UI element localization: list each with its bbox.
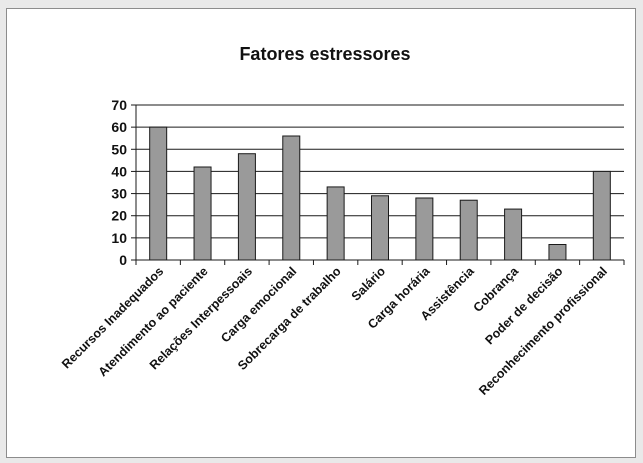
bar bbox=[282, 135, 301, 261]
x-tick-label: Poder de decisão bbox=[482, 264, 565, 347]
bar bbox=[149, 126, 168, 261]
y-tick-label: 70 bbox=[111, 97, 127, 113]
bar bbox=[237, 153, 256, 261]
bar bbox=[504, 208, 523, 261]
x-tick-label: Salário bbox=[349, 264, 389, 304]
y-tick-label: 40 bbox=[111, 163, 127, 179]
bar bbox=[193, 166, 212, 261]
y-tick-label: 20 bbox=[111, 208, 127, 224]
y-tick-label: 0 bbox=[119, 252, 127, 268]
y-tick-label: 10 bbox=[111, 230, 127, 246]
gridlines bbox=[136, 104, 624, 239]
y-tick-labels: 0 10 20 30 40 50 60 70 bbox=[111, 97, 127, 268]
bar bbox=[415, 197, 434, 261]
chart-title: Fatores estressores bbox=[239, 44, 410, 64]
y-tick-label: 60 bbox=[111, 119, 127, 135]
bar bbox=[548, 244, 567, 261]
bar bbox=[459, 199, 478, 261]
x-tick-label: Carga emocional bbox=[218, 264, 299, 345]
bars bbox=[149, 126, 611, 261]
chart-frame bbox=[6, 8, 636, 458]
bar bbox=[592, 170, 611, 261]
y-tick-label: 50 bbox=[111, 141, 127, 157]
bar bbox=[371, 195, 389, 261]
bar bbox=[326, 186, 345, 261]
axes bbox=[131, 104, 625, 265]
y-tick-label: 30 bbox=[111, 186, 127, 202]
